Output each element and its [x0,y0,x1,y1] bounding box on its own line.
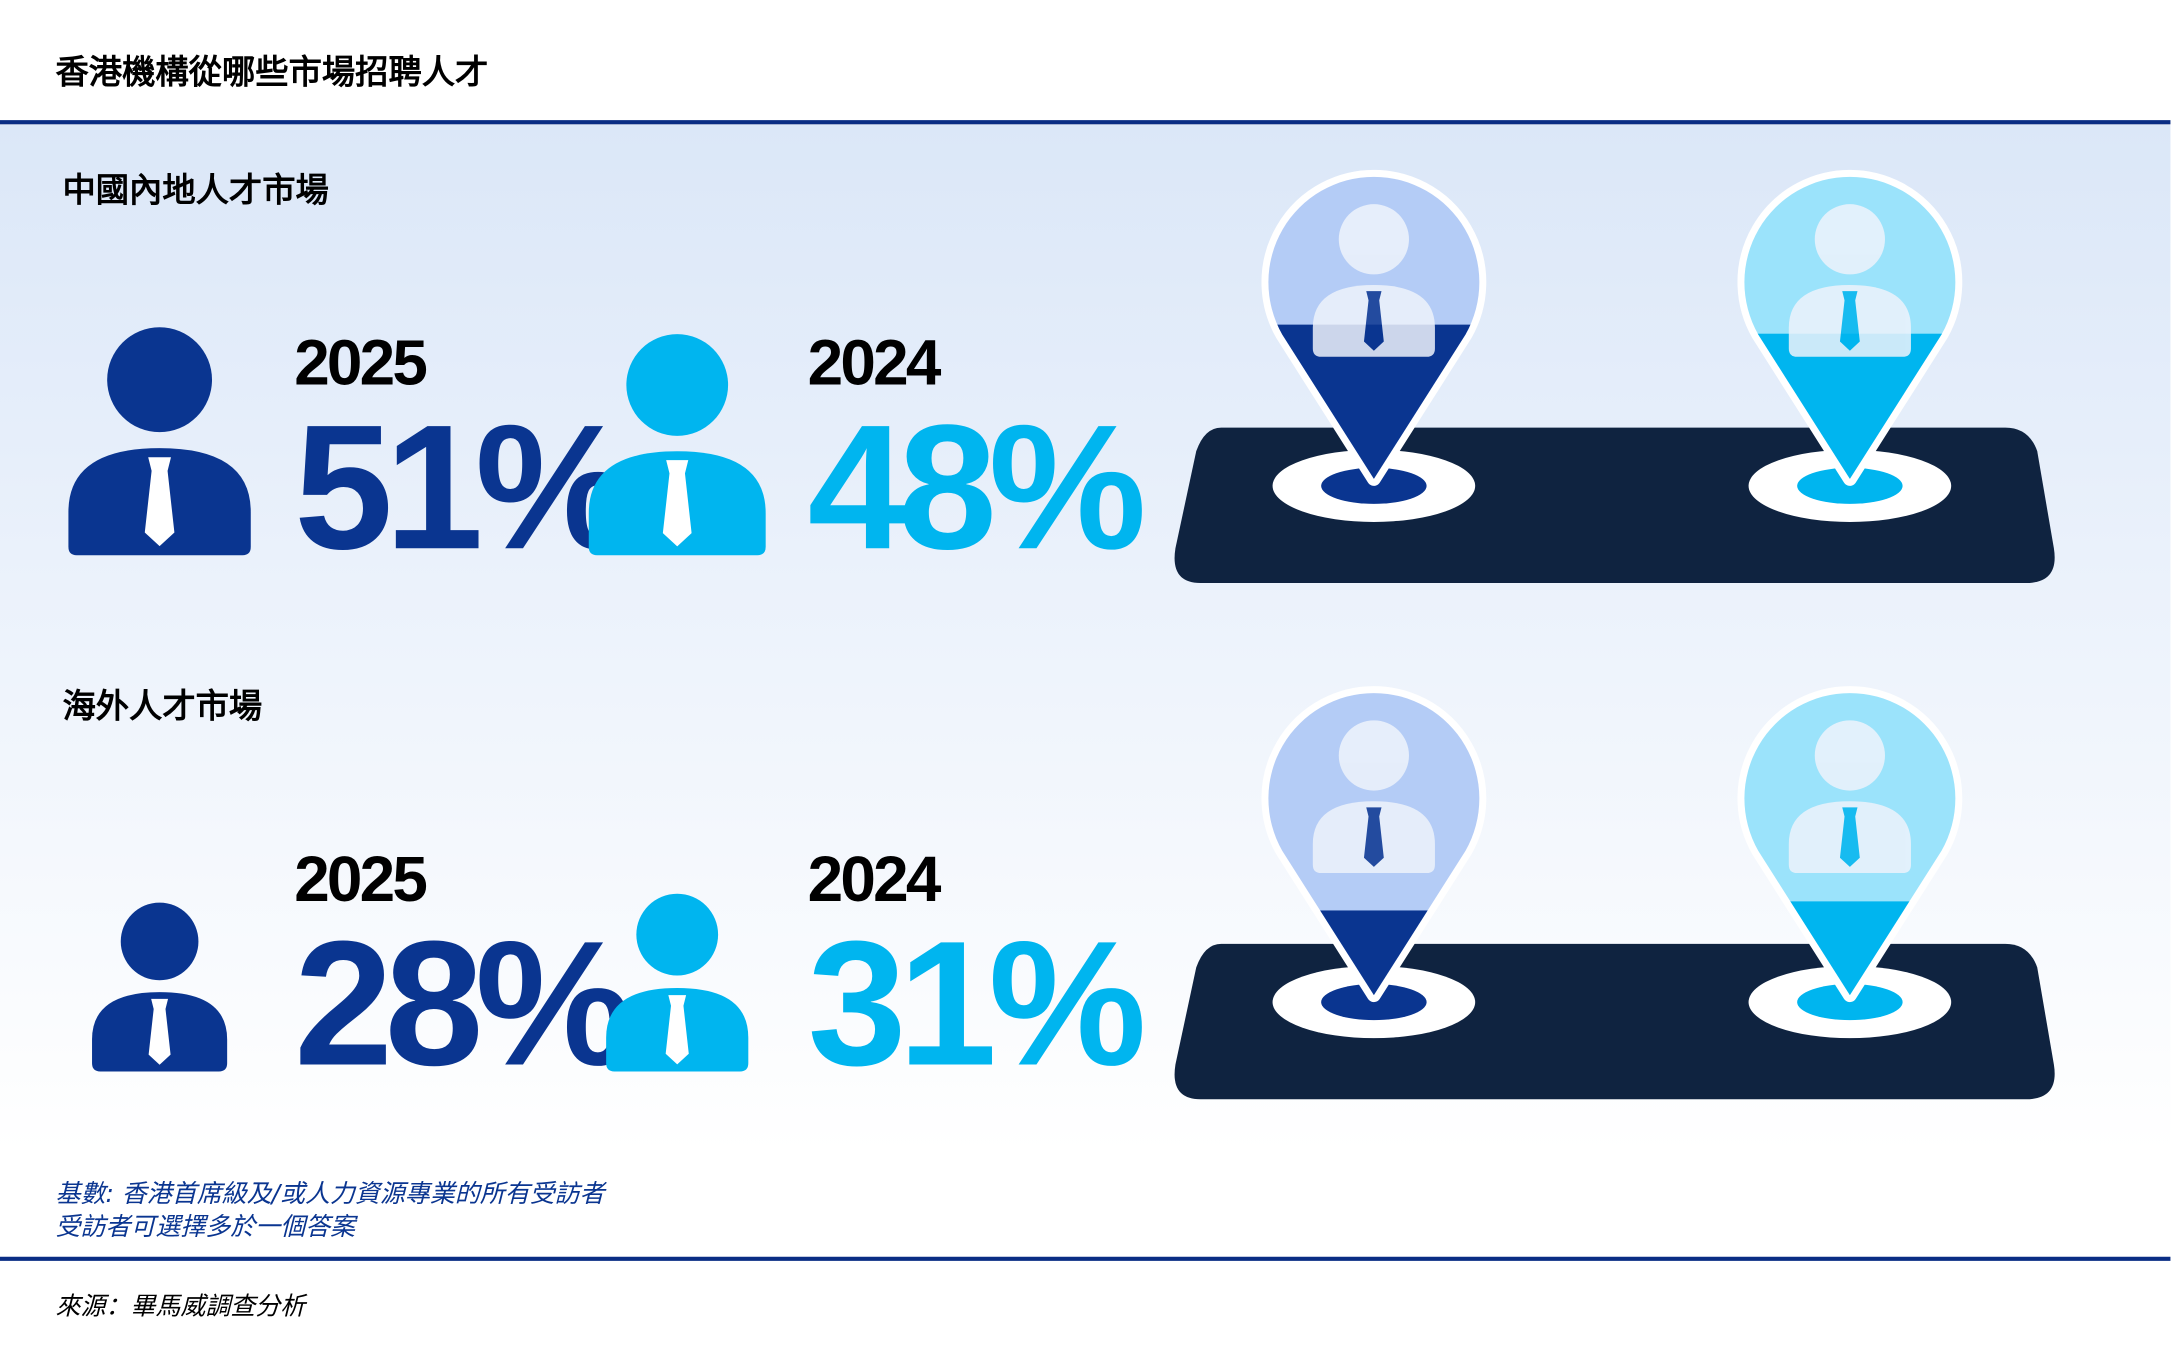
value-label: 51% [294,387,629,586]
person-tie [1363,807,1384,867]
person-head [1338,720,1409,791]
note: 基數: 香港首席級及/或人力資源專業的所有受訪者 [56,1179,608,1208]
value-label: 28% [294,904,629,1103]
title: 香港機構從哪些市場招聘人才 [56,52,489,91]
person-icon [92,902,228,1072]
person-tie [1839,807,1860,867]
section-heading: 海外人才市場 [62,687,262,726]
pin-base-inner [1321,984,1427,1021]
person-head [120,902,199,981]
person-icon [68,327,251,556]
pin-person [1312,204,1435,357]
year-label: 2024 [808,327,942,399]
year-label: 2024 [808,843,942,915]
person-tie [1363,291,1384,351]
person-tie [144,457,175,547]
person-icon [588,334,766,556]
person-head [107,327,213,433]
pin-person [1788,720,1911,874]
person-tie [1839,291,1860,351]
person-tie [148,998,171,1065]
section-heading: 中國內地人才市場 [62,170,328,209]
pin-person [1788,204,1911,357]
person-head [1814,204,1885,275]
year-label: 2025 [294,327,426,399]
year-label: 2025 [294,843,426,915]
person-head [626,334,729,436]
pin-person [1312,720,1435,874]
value-label: 48% [808,387,1143,586]
note: 受訪者可選擇多於一個答案 [56,1212,359,1241]
person-head [1338,204,1409,275]
person-tie [662,460,692,547]
value-label: 31% [808,904,1143,1103]
person-head [1814,720,1885,791]
pin-base-inner [1797,984,1903,1021]
person-tie [665,995,689,1065]
person-icon [606,893,749,1072]
source: 來源：畢馬威調查分析 [56,1291,309,1320]
person-head [636,893,719,976]
